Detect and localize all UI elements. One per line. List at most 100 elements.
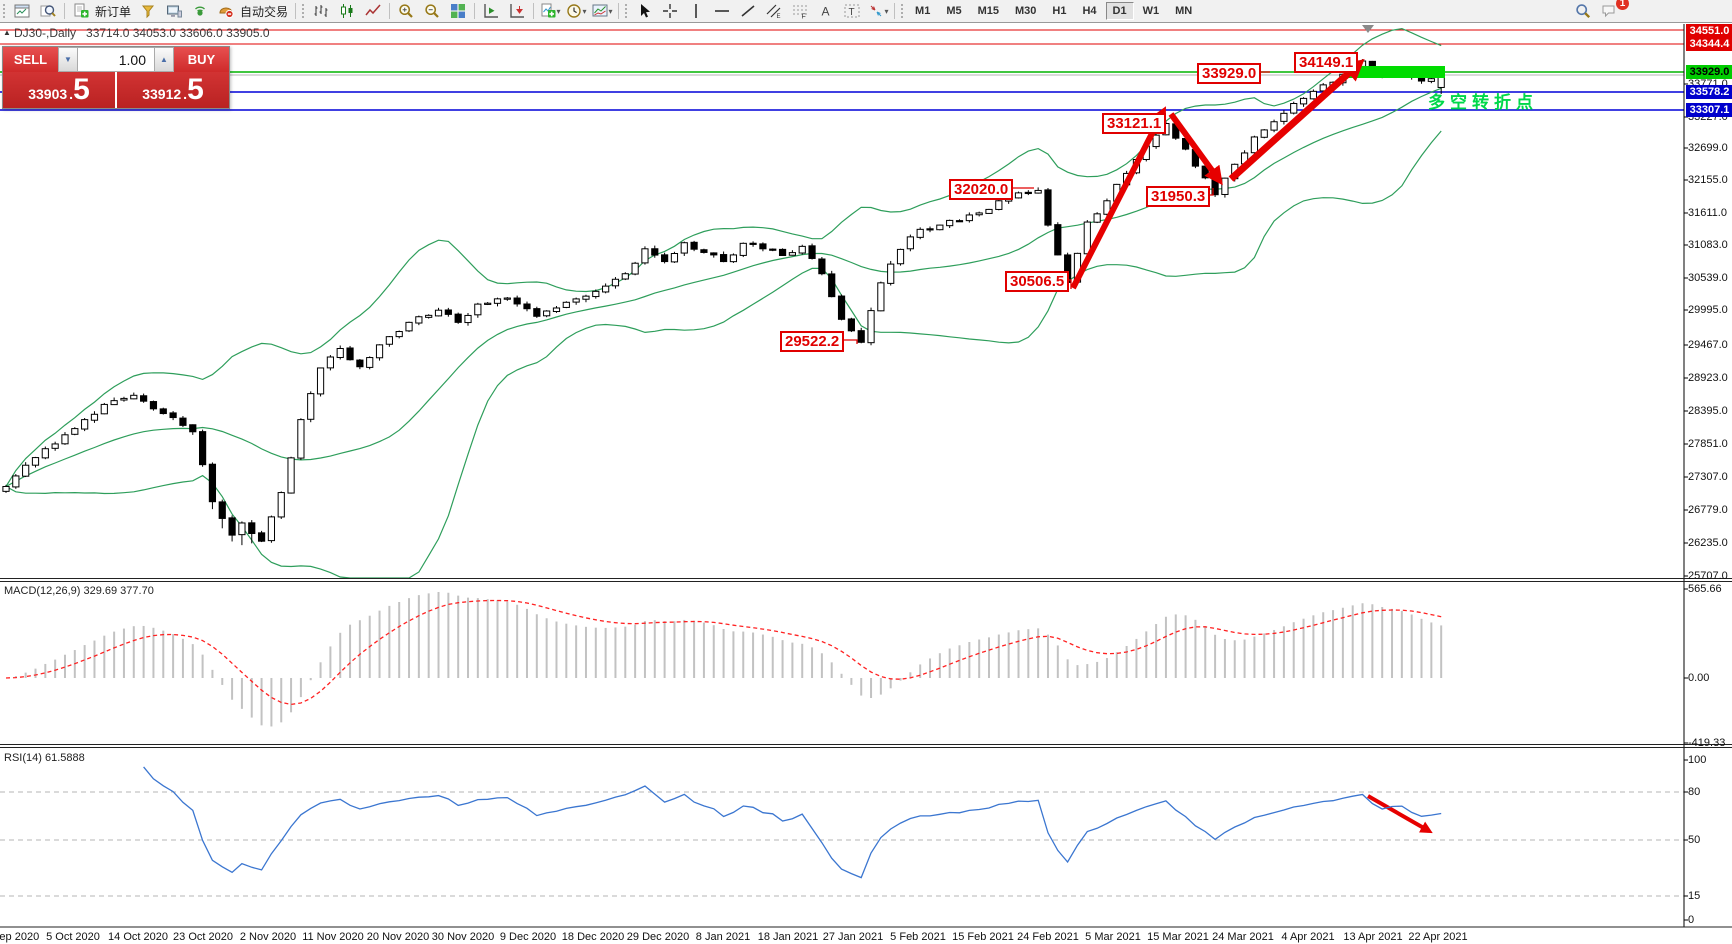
svg-text:F: F bbox=[802, 14, 806, 20]
text-icon[interactable]: A bbox=[813, 1, 839, 21]
price-tick: 32155.0 bbox=[1688, 174, 1728, 186]
toolbar-divider bbox=[533, 3, 535, 19]
trendline-icon[interactable] bbox=[735, 1, 761, 21]
price-tick: 29995.0 bbox=[1688, 304, 1728, 316]
channel-icon[interactable]: E bbox=[761, 1, 787, 21]
timeframe-D1[interactable]: D1 bbox=[1105, 2, 1134, 20]
candlestick-chart-icon[interactable] bbox=[334, 1, 360, 21]
auto-scroll-icon[interactable] bbox=[478, 1, 504, 21]
price-tick: 26779.0 bbox=[1688, 504, 1728, 516]
symbol-period-label: DJ30-,Daily bbox=[14, 26, 77, 40]
macd-signal-line bbox=[5, 599, 1442, 706]
price-callout[interactable]: 33121.1 bbox=[1102, 113, 1167, 134]
toolbar-right: 1 bbox=[1570, 0, 1629, 21]
toolbar-divider bbox=[618, 3, 620, 19]
crosshair-icon[interactable] bbox=[657, 1, 683, 21]
price-callout[interactable]: 33929.0 bbox=[1197, 63, 1262, 84]
price-badge: 34551.0 bbox=[1686, 24, 1732, 38]
rsi-line bbox=[143, 766, 1442, 879]
tile-windows-icon[interactable] bbox=[445, 1, 471, 21]
timeframe-H4[interactable]: H4 bbox=[1082, 5, 1097, 17]
rsi-tick: 15 bbox=[1688, 890, 1701, 902]
price-callout[interactable]: 31950.3 bbox=[1146, 186, 1211, 207]
buy-price-display[interactable]: 33912 . 5 bbox=[117, 72, 229, 108]
zoom-in-icon[interactable] bbox=[393, 1, 419, 21]
arrow-tools-icon[interactable]: ▾ bbox=[865, 1, 891, 21]
price-callout[interactable]: 32020.0 bbox=[949, 179, 1014, 200]
trend-arrow[interactable] bbox=[1367, 794, 1433, 834]
sell-price-int: 33903 bbox=[28, 86, 68, 102]
toolbar-divider bbox=[389, 3, 391, 19]
price-callout[interactable]: 34149.1 bbox=[1294, 52, 1359, 73]
chart-shift-marker[interactable] bbox=[1362, 25, 1374, 33]
ohlc-values: 33714.0 34053.0 33606.0 33905.0 bbox=[86, 26, 270, 40]
date-label: 15 Feb 2021 bbox=[952, 931, 1014, 943]
trend-arrow[interactable] bbox=[1070, 106, 1166, 290]
date-label: 9 Dec 2020 bbox=[499, 931, 557, 943]
date-label: 13 Apr 2021 bbox=[1343, 931, 1403, 943]
timeframe-W1[interactable]: W1 bbox=[1142, 5, 1160, 17]
sell-price-display[interactable]: 33903 . 5 bbox=[3, 72, 115, 108]
bollinger-middle[interactable] bbox=[5, 87, 1442, 488]
timeframe-M30[interactable]: M30 bbox=[1015, 5, 1037, 17]
price-callout[interactable]: 29522.2 bbox=[780, 331, 845, 352]
date-label: 18 Jan 2021 bbox=[757, 931, 819, 943]
timeframe-H1[interactable]: H1 bbox=[1052, 5, 1067, 17]
highlight-zone[interactable] bbox=[1348, 66, 1445, 78]
volume-decrease-button[interactable]: ▼ bbox=[58, 47, 78, 72]
toolbar-divider bbox=[295, 3, 297, 19]
date-label: 2 Nov 2020 bbox=[239, 931, 297, 943]
timeframe-M5[interactable]: M5 bbox=[946, 5, 962, 17]
strategy-tester-icon[interactable] bbox=[187, 1, 213, 21]
history-center-icon[interactable] bbox=[135, 1, 161, 21]
fibonacci-icon[interactable]: F bbox=[787, 1, 813, 21]
trend-arrow[interactable] bbox=[1168, 112, 1223, 186]
price-callout[interactable]: 30506.5 bbox=[1005, 271, 1070, 292]
indicators-icon[interactable]: ▾ bbox=[537, 1, 563, 21]
bar-chart-icon[interactable] bbox=[308, 1, 334, 21]
terminal-icon[interactable] bbox=[161, 1, 187, 21]
toolbar: 新订单 自动交易 ▾ ▾ ▾ E F A T ▾ M1 M5 M15 M30 H1 H4 D1 W1 MN 1 bbox=[0, 0, 1732, 23]
rsi-tick: 100 bbox=[1688, 754, 1707, 766]
templates-icon[interactable]: ▾ bbox=[589, 1, 615, 21]
timeframe-M1[interactable]: M1 bbox=[915, 5, 931, 17]
search-icon[interactable] bbox=[1570, 1, 1596, 21]
date-label: 29 Dec 2020 bbox=[626, 931, 690, 943]
buy-button[interactable]: BUY bbox=[174, 47, 229, 72]
timeframe-MN[interactable]: MN bbox=[1175, 5, 1193, 17]
notifications-icon[interactable]: 1 bbox=[1596, 0, 1629, 21]
market-watch-icon[interactable] bbox=[35, 1, 61, 21]
date-label: 24 Mar 2021 bbox=[1212, 931, 1274, 943]
label-icon[interactable]: T bbox=[839, 1, 865, 21]
line-chart-icon[interactable] bbox=[360, 1, 386, 21]
macd-histogram bbox=[14, 592, 1443, 727]
sell-button[interactable]: SELL bbox=[3, 47, 58, 72]
horizontal-line-icon[interactable] bbox=[709, 1, 735, 21]
periods-icon[interactable]: ▾ bbox=[563, 1, 589, 21]
zoom-out-icon[interactable] bbox=[419, 1, 445, 21]
auto-trading-icon[interactable] bbox=[213, 1, 239, 21]
turning-point-note[interactable]: 多空转折点 bbox=[1428, 93, 1538, 112]
new-order-icon[interactable] bbox=[68, 1, 94, 21]
price-badge: 33578.2 bbox=[1686, 85, 1732, 99]
chart-shift-icon[interactable] bbox=[504, 1, 530, 21]
volume-input[interactable]: 1.00 bbox=[78, 47, 154, 72]
svg-text:T: T bbox=[849, 7, 855, 18]
new-order-label[interactable]: 新订单 bbox=[95, 4, 132, 19]
timeframe-M15[interactable]: M15 bbox=[977, 5, 999, 17]
notification-badge: 1 bbox=[1616, 0, 1629, 10]
charts-window-icon[interactable] bbox=[9, 1, 35, 21]
vertical-line-icon[interactable] bbox=[683, 1, 709, 21]
date-label: 5 Feb 2021 bbox=[890, 931, 946, 943]
collapse-panel-arrow[interactable]: ▲ bbox=[3, 28, 11, 37]
auto-trading-label[interactable]: 自动交易 bbox=[240, 4, 289, 19]
bollinger-upper[interactable] bbox=[5, 27, 1442, 487]
date-label: 30 Nov 2020 bbox=[431, 931, 495, 943]
cursor-icon[interactable] bbox=[631, 1, 657, 21]
volume-increase-button[interactable]: ▲ bbox=[154, 47, 174, 72]
trend-arrow[interactable] bbox=[1228, 58, 1365, 182]
toolbar-grip bbox=[900, 3, 906, 19]
price-tick: 26235.0 bbox=[1688, 537, 1728, 549]
date-label: 25 Sep 2020 bbox=[0, 931, 40, 943]
